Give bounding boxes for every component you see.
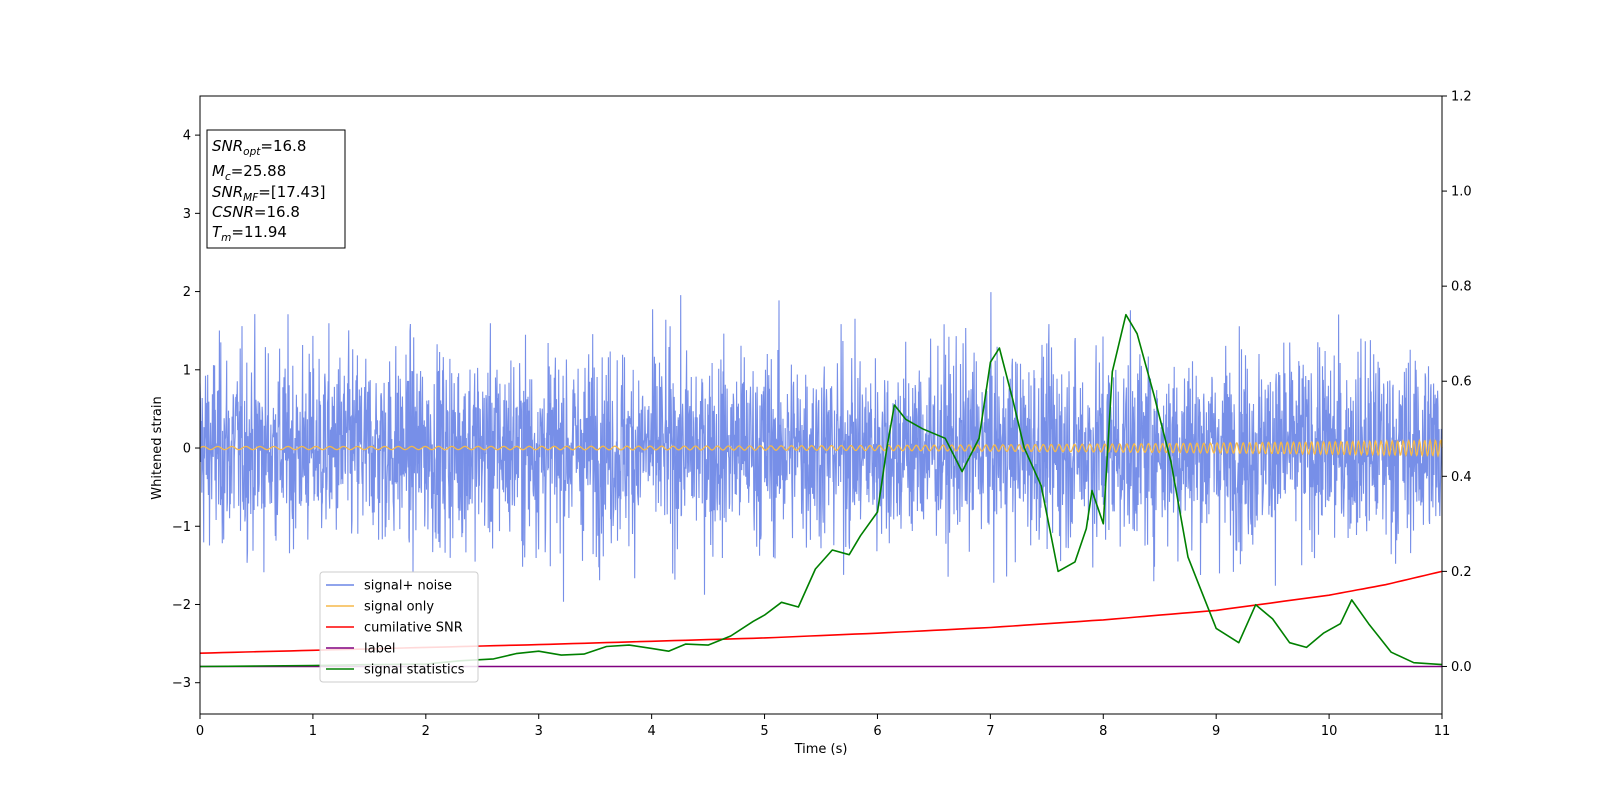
signal-only-line <box>199 438 1443 458</box>
y-right-tick-label: 0.4 <box>1451 470 1472 485</box>
x-tick-label: 1 <box>309 724 317 739</box>
y-right-tick-label: 0.6 <box>1451 375 1472 390</box>
annotation-line: Mc=25.88 <box>212 162 286 183</box>
legend-label: cumilative SNR <box>364 621 463 636</box>
x-tick-label: 9 <box>1212 724 1220 739</box>
legend-label: signal statistics <box>364 663 465 678</box>
y-right-tick-label: 0.2 <box>1451 565 1472 580</box>
annotation-box: SNRopt=16.8 Mc=25.88SNRMF=[17.43]CSNR=16.… <box>206 129 346 249</box>
legend-item-cumulative-snr: cumilative SNR <box>326 621 463 636</box>
legend: signal+ noise signal only cumilative SNR la… <box>319 571 479 683</box>
x-tick-label: 10 <box>1321 724 1338 739</box>
y-left-tick-label: −2 <box>172 598 191 613</box>
y-axis-title: Whitened strain <box>150 396 165 499</box>
x-tick-label: 7 <box>986 724 994 739</box>
annotation-line: CSNR=16.8 <box>212 203 300 221</box>
legend-label: signal+ noise <box>364 579 452 594</box>
legend-label: label <box>364 642 395 657</box>
y-left-tick-label: 4 <box>183 129 191 144</box>
y-right-tick-label: 0.8 <box>1451 280 1472 295</box>
signal-noise-layer <box>199 292 1443 602</box>
legend-item-signal-noise: signal+ noise <box>326 579 452 594</box>
y-right-tick-label: 1.2 <box>1451 90 1472 105</box>
annotation-line: SNRopt=16.8 <box>212 137 306 158</box>
x-tick-label: 11 <box>1434 724 1451 739</box>
y-left-tick-label: −1 <box>172 520 191 535</box>
legend-item-signal-statistics: signal statistics <box>326 663 465 678</box>
annotation-line: Tm=11.94 <box>212 223 287 244</box>
x-tick-label: 2 <box>422 724 430 739</box>
x-tick-label: 0 <box>196 724 204 739</box>
legend-label: signal only <box>364 600 434 615</box>
y-left-tick-label: 3 <box>183 207 191 222</box>
signal-noise-line <box>199 292 1443 602</box>
annotation-line: SNRMF=[17.43] <box>212 183 326 204</box>
legend-item-signal-only: signal only <box>326 600 434 615</box>
ticks-layer: 0 1 2 3 4 5 6 7 8 9 10 11 −3 −2 −1 0 1 2 3 4 0.0 0.2 0.4 0.6 0.8… <box>172 90 1472 740</box>
x-tick-label: 5 <box>760 724 768 739</box>
y-right-tick-label: 0.0 <box>1451 660 1472 675</box>
y-left-tick-label: −3 <box>172 676 191 691</box>
x-tick-label: 6 <box>873 724 881 739</box>
plot-frame <box>199 95 1443 715</box>
x-axis-title: Time (s) <box>794 742 848 757</box>
x-tick-label: 8 <box>1099 724 1107 739</box>
y-right-tick-label: 1.0 <box>1451 185 1472 200</box>
x-tick-label: 4 <box>647 724 655 739</box>
y-left-tick-label: 2 <box>183 285 191 300</box>
x-tick-label: 3 <box>535 724 543 739</box>
legend-item-label: label <box>326 642 395 657</box>
y-left-tick-label: 0 <box>183 442 191 457</box>
signal-statistics-line <box>199 313 1443 668</box>
y-left-tick-label: 1 <box>183 363 191 378</box>
